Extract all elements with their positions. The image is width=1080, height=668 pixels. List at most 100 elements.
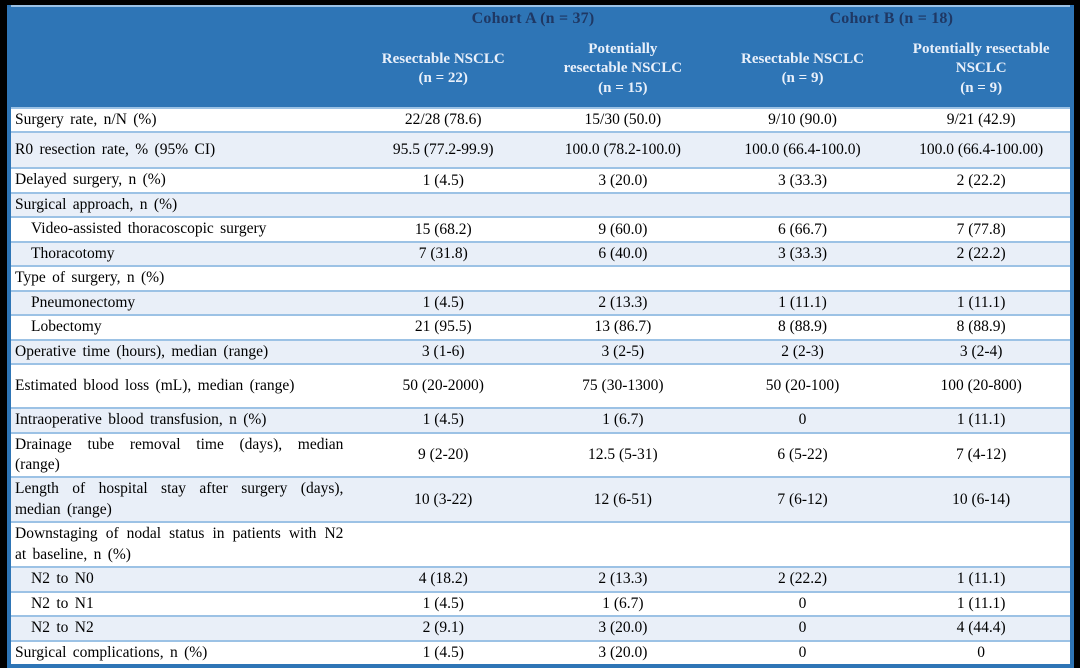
row-label: Length of hospital stay after surgery (d… [9,477,353,522]
cell-value [892,193,1072,217]
column-header-row: Resectable NSCLC (n = 22) Potentially re… [9,31,1072,108]
row-label: Drainage tube removal time (days), media… [9,433,353,478]
cell-value: 7 (77.8) [892,217,1072,241]
cell-value [353,522,533,567]
cell-value: 6 (40.0) [533,242,713,266]
cell-value: 2 (9.1) [353,616,533,640]
cell-value [713,266,893,290]
cell-value: 50 (20-100) [713,364,893,408]
cohort-a-header: Cohort A (n = 37) [353,6,712,31]
cell-value: 3 (33.3) [713,168,893,192]
cell-value: 2 (2-3) [713,340,893,364]
cell-value: 12.5 (5-31) [533,433,713,478]
section-header-row: Surgical approach, n (%) [9,193,1072,217]
cell-value: 1 (4.5) [353,408,533,432]
cell-value: 1 (11.1) [892,592,1072,616]
table-row: R0 resection rate, % (95% CI)95.5 (77.2-… [9,132,1072,168]
row-label: Video-assisted thoracoscopic surgery [9,217,353,241]
table-row: Intraoperative blood transfusion, n (%)1… [9,408,1072,432]
table-frame: Cohort A (n = 37) Cohort B (n = 18) Rese… [7,5,1074,638]
cell-value: 7 (4-12) [892,433,1072,478]
table-row: Surgical complications, n (%)1 (4.5)3 (2… [9,641,1072,666]
cell-value: 3 (2-5) [533,340,713,364]
figure-page: Cohort A (n = 37) Cohort B (n = 18) Rese… [0,0,1080,649]
cell-value [353,193,533,217]
surgical-outcomes-table: Cohort A (n = 37) Cohort B (n = 18) Rese… [7,5,1074,668]
cell-value: 0 [892,641,1072,666]
cell-value: 1 (4.5) [353,291,533,315]
table-row: Delayed surgery, n (%)1 (4.5)3 (20.0)3 (… [9,168,1072,192]
section-header-row: Downstaging of nodal status in patients … [9,522,1072,567]
cell-value: 100.0 (66.4-100.0) [713,132,893,168]
table-row: Length of hospital stay after surgery (d… [9,477,1072,522]
cell-value: 50 (20-2000) [353,364,533,408]
cell-value: 15/30 (50.0) [533,108,713,132]
cell-value: 9 (60.0) [533,217,713,241]
row-label: Operative time (hours), median (range) [9,340,353,364]
row-label: Intraoperative blood transfusion, n (%) [9,408,353,432]
cell-value [533,522,713,567]
cell-value: 10 (6-14) [892,477,1072,522]
cell-value: 6 (66.7) [713,217,893,241]
cell-value: 9/21 (42.9) [892,108,1072,132]
cell-value: 22/28 (78.6) [353,108,533,132]
cell-value: 3 (1-6) [353,340,533,364]
cell-value: 21 (95.5) [353,315,533,339]
table-row: Operative time (hours), median (range)3 … [9,340,1072,364]
cell-value: 10 (3-22) [353,477,533,522]
row-label: Estimated blood loss (mL), median (range… [9,364,353,408]
row-label: Surgical approach, n (%) [9,193,353,217]
cell-value: 12 (6-51) [533,477,713,522]
cell-value: 3 (20.0) [533,616,713,640]
cohort-header-row: Cohort A (n = 37) Cohort B (n = 18) [9,6,1072,31]
row-label: Type of surgery, n (%) [9,266,353,290]
cell-value: 13 (86.7) [533,315,713,339]
cell-value [892,522,1072,567]
table-header: Cohort A (n = 37) Cohort B (n = 18) Rese… [9,6,1072,108]
table-body: Surgery rate, n/N (%)22/28 (78.6)15/30 (… [9,108,1072,666]
cell-value: 4 (18.2) [353,567,533,591]
column-header-resectable-a: Resectable NSCLC (n = 22) [353,31,533,108]
cell-value: 0 [713,592,893,616]
column-header-potentially-resectable-a: Potentially resectable NSCLC (n = 15) [533,31,713,108]
row-label: Surgery rate, n/N (%) [9,108,353,132]
cell-value: 9 (2-20) [353,433,533,478]
cell-value: 3 (20.0) [533,168,713,192]
cell-value: 3 (2-4) [892,340,1072,364]
cell-value: 1 (11.1) [892,567,1072,591]
cohort-b-header: Cohort B (n = 18) [713,6,1072,31]
cell-value: 1 (11.1) [892,291,1072,315]
cell-value [713,193,893,217]
cell-value: 7 (31.8) [353,242,533,266]
cell-value: 75 (30-1300) [533,364,713,408]
cell-value: 1 (6.7) [533,408,713,432]
cell-value: 1 (4.5) [353,168,533,192]
cell-value: 1 (6.7) [533,592,713,616]
cell-value: 2 (13.3) [533,291,713,315]
table-row: Estimated blood loss (mL), median (range… [9,364,1072,408]
cell-value: 2 (13.3) [533,567,713,591]
cell-value: 7 (6-12) [713,477,893,522]
cell-value [353,266,533,290]
cell-value [892,266,1072,290]
section-header-row: Type of surgery, n (%) [9,266,1072,290]
row-label: Thoracotomy [9,242,353,266]
cell-value: 2 (22.2) [892,168,1072,192]
row-label: Pneumonectomy [9,291,353,315]
header-spacer [9,6,353,31]
cell-value: 3 (20.0) [533,641,713,666]
cell-value: 100 (20-800) [892,364,1072,408]
table-row: Surgery rate, n/N (%)22/28 (78.6)15/30 (… [9,108,1072,132]
table-row: Drainage tube removal time (days), media… [9,433,1072,478]
cell-value [533,193,713,217]
cell-value: 0 [713,641,893,666]
cell-value: 95.5 (77.2-99.9) [353,132,533,168]
cell-value: 9/10 (90.0) [713,108,893,132]
